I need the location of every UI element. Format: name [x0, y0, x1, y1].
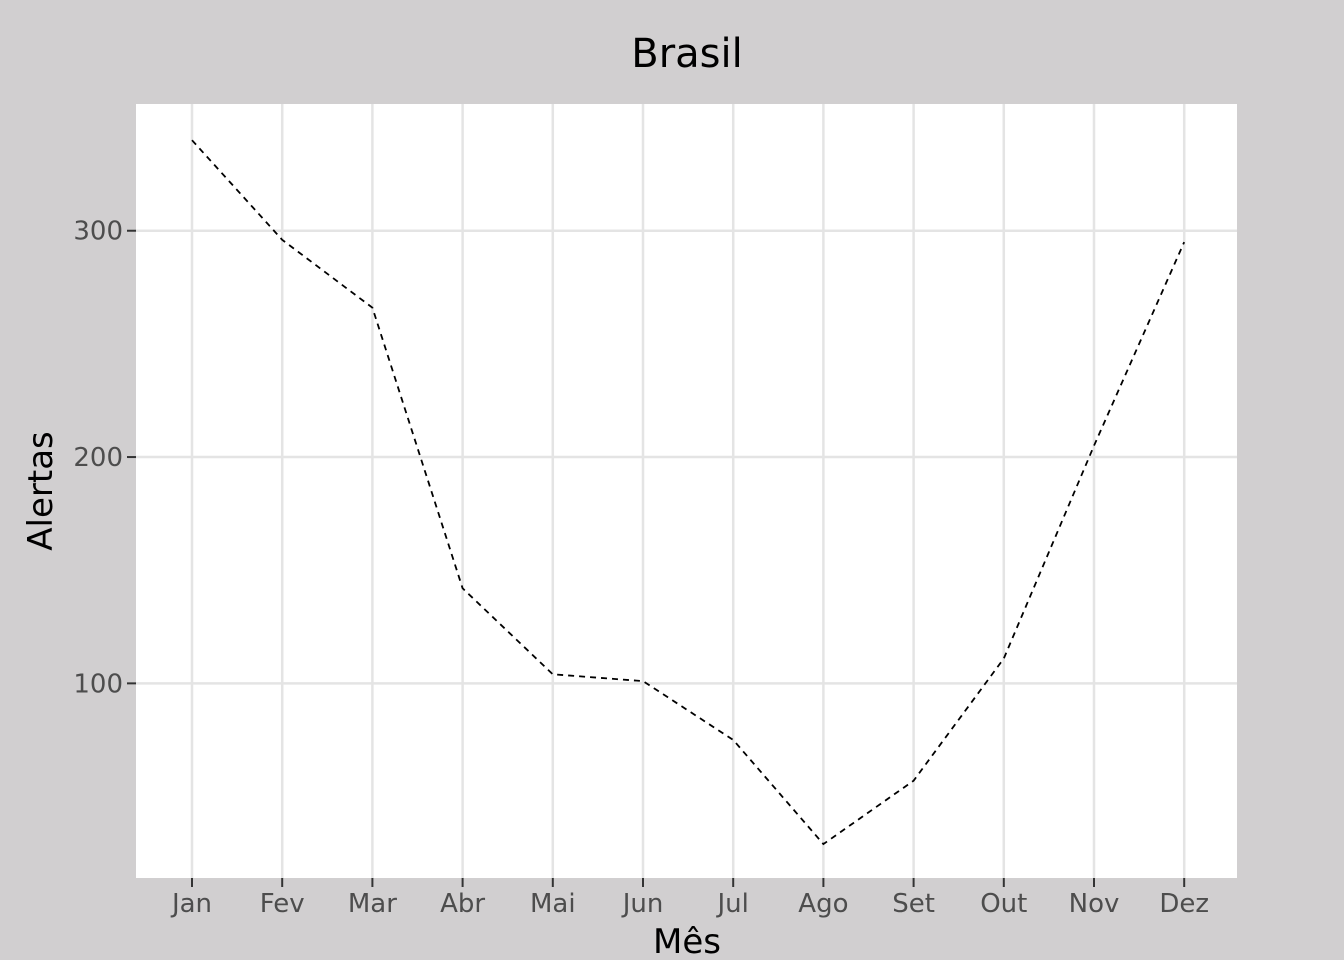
y-tick-label: 200: [73, 443, 123, 473]
x-tick-label: Jan: [170, 889, 212, 919]
x-tick-label: Jul: [716, 889, 749, 919]
y-tick-label: 100: [73, 669, 123, 699]
x-tick-label: Jun: [621, 889, 664, 919]
x-tick-label: Out: [980, 889, 1027, 919]
x-axis-title: Mês: [653, 922, 721, 960]
x-tick-label: Dez: [1159, 889, 1209, 919]
x-tick-label: Nov: [1069, 889, 1120, 919]
x-tick-label: Fev: [260, 889, 305, 919]
x-tick-label: Ago: [798, 889, 848, 919]
x-tick-label: Mar: [348, 889, 397, 919]
x-tick-label: Abr: [440, 889, 485, 919]
x-tick-label: Set: [892, 889, 935, 919]
plot-panel: [136, 104, 1237, 878]
y-axis-title: Alertas: [21, 431, 61, 550]
x-tick-label: Mai: [530, 889, 576, 919]
y-tick-label: 300: [73, 217, 123, 247]
chart-title: Brasil: [631, 31, 742, 77]
